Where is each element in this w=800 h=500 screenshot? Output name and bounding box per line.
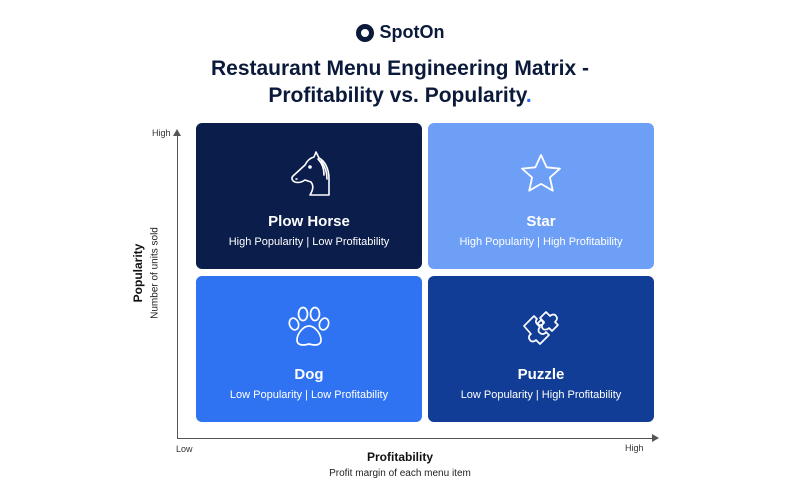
quadrant-name: Plow Horse bbox=[268, 213, 350, 230]
brand-name: SpotOn bbox=[379, 22, 445, 42]
page-title: Restaurant Menu Engineering Matrix - Pro… bbox=[0, 55, 800, 109]
quadrant-description: Low Popularity | Low Profitability bbox=[229, 389, 389, 401]
y-axis-subtitle: Number of units sold bbox=[149, 227, 161, 319]
quadrant-dog: Dog Low Popularity | Low Profitability bbox=[196, 276, 422, 422]
quadrant-description: Low Popularity | High Profitability bbox=[460, 389, 622, 401]
spoton-logo-icon bbox=[355, 23, 374, 42]
quadrant-name: Dog bbox=[294, 366, 324, 383]
horse-icon bbox=[291, 151, 330, 196]
y-axis bbox=[173, 129, 181, 438]
quadrant-plow-horse: Plow Horse High Popularity | Low Profita… bbox=[196, 123, 422, 269]
y-axis-title: Popularity bbox=[131, 243, 145, 303]
x-axis-high-label: High bbox=[625, 443, 644, 453]
x-axis bbox=[177, 434, 659, 442]
brand-logo: SpotOn bbox=[0, 22, 800, 43]
title-line-1: Restaurant Menu Engineering Matrix - bbox=[210, 57, 590, 80]
title-line-2-text: Profitability vs. Popularity bbox=[268, 84, 526, 107]
quadrant-name: Puzzle bbox=[517, 366, 565, 383]
title-dot: . bbox=[525, 84, 532, 107]
x-axis-title: Profitability bbox=[366, 450, 433, 464]
x-axis-subtitle: Profit margin of each menu item bbox=[329, 468, 471, 479]
quadrant-name: Star bbox=[526, 213, 556, 230]
quadrant-description: High Popularity | Low Profitability bbox=[228, 236, 390, 248]
y-axis-high-label: High bbox=[152, 128, 171, 138]
paw-icon bbox=[288, 306, 330, 346]
puzzle-icon bbox=[523, 311, 559, 345]
star-icon bbox=[521, 154, 561, 192]
quadrant-star: Star High Popularity | High Profitabilit… bbox=[428, 123, 654, 269]
title-line-2: Profitability vs. Popularity. bbox=[0, 82, 800, 109]
x-axis-low-label: Low bbox=[176, 444, 193, 454]
quadrant-description: High Popularity | High Profitability bbox=[459, 236, 623, 248]
quadrant-puzzle: Puzzle Low Popularity | High Profitabili… bbox=[428, 276, 654, 422]
